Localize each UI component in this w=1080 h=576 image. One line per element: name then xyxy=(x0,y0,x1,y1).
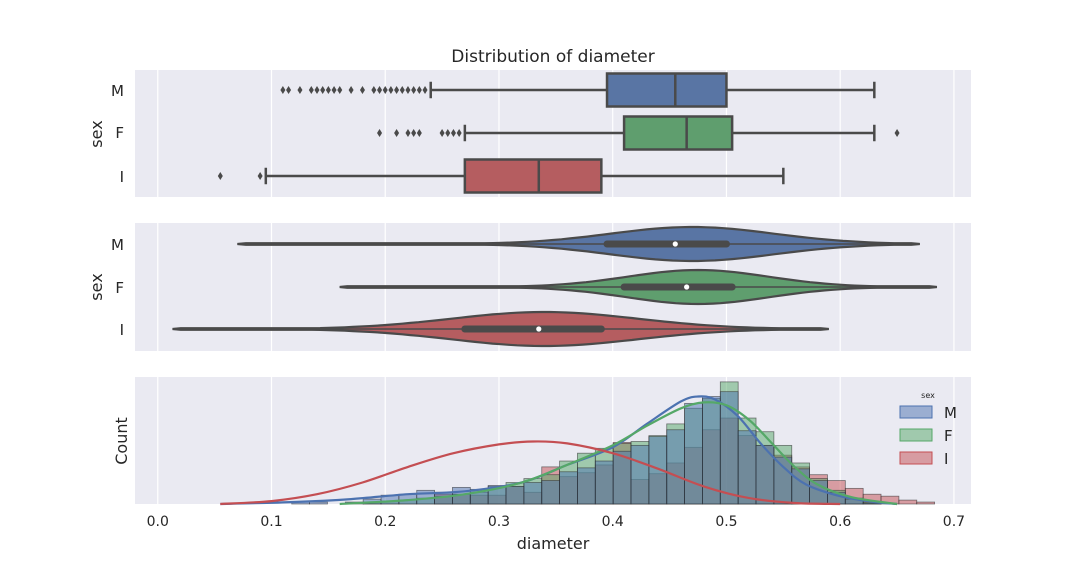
hist-bar-m-23 xyxy=(630,444,650,505)
box-outlier-f-2 xyxy=(405,129,411,137)
xtick-label-7: 0.7 xyxy=(943,514,965,530)
hist-bar-m-29 xyxy=(737,430,757,505)
legend: sex M F I xyxy=(899,391,957,468)
legend-swatch-i xyxy=(899,451,933,465)
histogram-ylabel: Count xyxy=(112,417,131,465)
box-outlier-m-15 xyxy=(394,86,400,94)
box-outlier-m-2 xyxy=(297,86,303,94)
boxplot-ytick-m: M xyxy=(111,82,124,100)
box-outlier-m-19 xyxy=(416,86,422,94)
box-outlier-f-1 xyxy=(394,129,400,137)
box-m xyxy=(605,72,728,108)
violin-panel: M F I sex xyxy=(87,223,971,351)
box-outlier-m-17 xyxy=(405,86,411,94)
box-outlier-m-6 xyxy=(325,86,331,94)
violin-median-f xyxy=(684,284,690,290)
xtick-label-6: 0.6 xyxy=(829,514,851,530)
hist-bar-m-16 xyxy=(505,486,525,505)
box-outlier-m-10 xyxy=(359,86,365,94)
box-outlier-m-4 xyxy=(314,86,320,94)
hist-bar-m-26 xyxy=(684,402,703,505)
legend-label-f: F xyxy=(944,427,953,445)
chart-title: Distribution of diameter xyxy=(451,47,654,67)
box-outlier-f-7 xyxy=(450,129,456,137)
box-outlier-m-5 xyxy=(320,86,326,94)
box-outlier-m-13 xyxy=(382,86,388,94)
violin-ytick-f: F xyxy=(115,279,124,297)
boxplot-panel: M F I sex xyxy=(87,70,971,197)
box-outlier-m-8 xyxy=(337,86,343,94)
violin-median-i xyxy=(536,326,542,332)
xtick-label-4: 0.4 xyxy=(602,514,624,530)
violin-median-m xyxy=(672,241,678,247)
histogram-panel: 0.0 0.1 0.2 0.3 0.4 0.5 0.6 0.7 Count diameter … xyxy=(112,377,971,553)
box-outlier-m-18 xyxy=(411,86,417,94)
box-outlier-f-5 xyxy=(439,129,445,137)
box-outlier-m-14 xyxy=(388,86,394,94)
boxplot-marks xyxy=(217,72,900,194)
violin-ylabel: sex xyxy=(87,273,106,300)
box-outlier-f-4 xyxy=(416,129,422,137)
box-outlier-m-9 xyxy=(348,86,354,94)
box-outlier-m-16 xyxy=(399,86,405,94)
box-outlier-m-12 xyxy=(377,86,383,94)
box-outlier-m-7 xyxy=(331,86,337,94)
box-outlier-f-0 xyxy=(377,129,383,137)
box-outlier-m-3 xyxy=(308,86,314,94)
kde-line-f xyxy=(339,401,898,506)
legend-label-i: I xyxy=(944,450,948,468)
hist-bar-m-19 xyxy=(559,471,578,505)
hist-bar-m-31 xyxy=(773,456,793,505)
kde-line-i xyxy=(220,440,841,506)
box-outlier-m-11 xyxy=(371,86,377,94)
box-outlier-f-3 xyxy=(411,129,417,137)
boxplot-ytick-i: I xyxy=(120,168,124,186)
hist-bar-m-18 xyxy=(541,480,560,505)
box-outlier-m-20 xyxy=(422,86,428,94)
violin-ytick-m: M xyxy=(111,236,124,254)
kde-line-m xyxy=(220,395,898,506)
histogram-kde-lines xyxy=(220,395,898,506)
xtick-label-0: 0.0 xyxy=(147,514,169,530)
xtick-label-3: 0.3 xyxy=(488,514,510,530)
boxplot-ylabel: sex xyxy=(87,120,106,147)
legend-swatch-m xyxy=(899,405,933,419)
box-outlier-f-8 xyxy=(456,129,462,137)
hist-bar-i-39 xyxy=(916,501,936,505)
xtick-label-1: 0.1 xyxy=(260,514,282,530)
box-outlier-i-0 xyxy=(217,172,223,180)
legend-label-m: M xyxy=(944,404,957,422)
box-outlier-m-0 xyxy=(280,86,286,94)
histogram-xlabel: diameter xyxy=(517,534,590,553)
legend-title: sex xyxy=(921,391,935,400)
box-f xyxy=(622,115,734,151)
hist-bar-i-38 xyxy=(898,499,918,505)
boxplot-ytick-f: F xyxy=(115,124,124,142)
box-i xyxy=(463,158,603,194)
xtick-label-2: 0.2 xyxy=(374,514,396,530)
violin-marks xyxy=(172,225,938,348)
legend-swatch-f xyxy=(899,428,933,442)
hist-bar-m-20 xyxy=(577,467,596,505)
box-outlier-f-9 xyxy=(894,129,900,137)
hist-bar-m-17 xyxy=(523,482,543,505)
box-outlier-i-1 xyxy=(257,172,263,180)
xtick-label-5: 0.5 xyxy=(715,514,737,530)
hist-bar-m-32 xyxy=(791,468,811,505)
box-outlier-m-1 xyxy=(286,86,292,94)
histogram-xtick-labels: 0.0 0.1 0.2 0.3 0.4 0.5 0.6 0.7 xyxy=(147,514,965,530)
hist-bar-m-25 xyxy=(666,429,685,505)
box-outlier-f-6 xyxy=(445,129,451,137)
hist-bar-m-21 xyxy=(594,460,614,505)
violin-ytick-i: I xyxy=(120,321,124,339)
